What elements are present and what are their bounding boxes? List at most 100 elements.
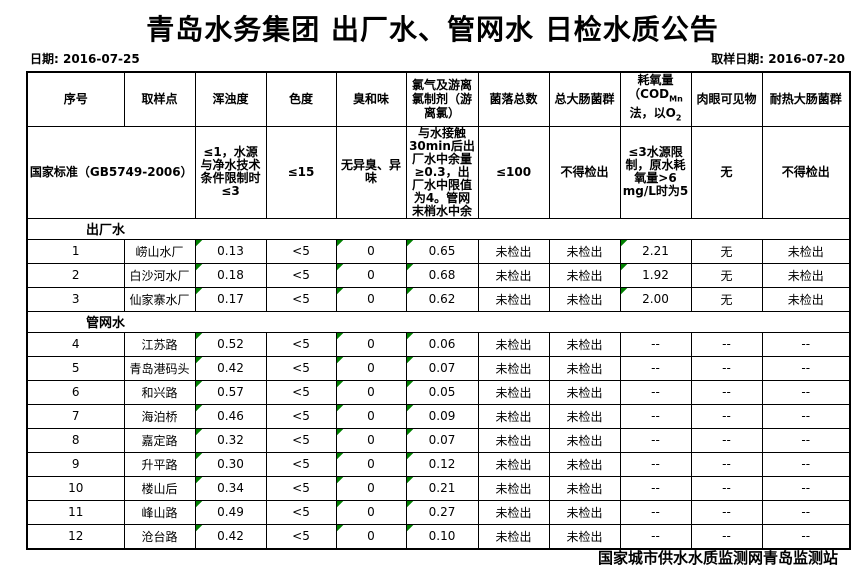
cell-index: 8 [26, 427, 125, 453]
cell-visible: -- [690, 451, 763, 477]
cell-site: 峰山路 [123, 499, 196, 525]
cell-odor: 0 [335, 331, 407, 357]
cell-site: 和兴路 [123, 379, 196, 405]
cell-site: 崂山水厂 [123, 238, 196, 264]
cell-colony: 未检出 [477, 451, 550, 477]
section-label: 管网水 [26, 310, 851, 333]
sampling-date: 取样日期: 2016-07-20 [711, 52, 845, 66]
cell-chroma: <5 [265, 523, 337, 550]
cell-index: 6 [26, 379, 125, 405]
cell-visible: 无 [690, 286, 763, 312]
page-title: 青岛水务集团 出厂水、管网水 日检水质公告 [146, 13, 719, 46]
cell-odor: 0 [335, 499, 407, 525]
cell-cod: -- [619, 379, 692, 405]
cell-chroma: <5 [265, 286, 337, 312]
cell-cod: -- [619, 403, 692, 429]
cell-visible: -- [690, 331, 763, 357]
cell-visible: -- [690, 475, 763, 501]
monitoring-station-credit: 国家城市供水水质监测网青岛监测站 [597, 549, 838, 567]
table-row: 12 沧台路 0.42 <5 0 0.10 未检出 未检出 -- -- -- [26, 523, 851, 550]
standard-label: 国家标准（GB5749-2006） [26, 125, 196, 219]
cell-chroma: <5 [265, 451, 337, 477]
cell-index: 3 [26, 286, 125, 312]
cell-index: 12 [26, 523, 125, 550]
standard-cod: ≤3水源限 制，原水耗 氧量>6 mg/L时为5 [619, 125, 692, 219]
cell-chroma: <5 [265, 331, 337, 357]
cell-coliform: 未检出 [548, 331, 621, 357]
cell-odor: 0 [335, 427, 407, 453]
cell-chroma: <5 [265, 403, 337, 429]
cell-chlorine: 0.06 [405, 331, 479, 357]
cell-turbidity: 0.13 [194, 238, 267, 264]
cell-site: 楼山后 [123, 475, 196, 501]
cell-odor: 0 [335, 451, 407, 477]
cell-colony: 未检出 [477, 286, 550, 312]
cell-turbidity: 0.42 [194, 523, 267, 550]
col-header-heat-coliform: 耐热大肠菌群 [761, 71, 851, 127]
cell-heat-coliform: 未检出 [761, 286, 851, 312]
cell-site: 白沙河水厂 [123, 262, 196, 288]
col-header-site: 取样点 [123, 71, 196, 127]
cell-coliform: 未检出 [548, 286, 621, 312]
cell-heat-coliform: -- [761, 475, 851, 501]
cell-turbidity: 0.57 [194, 379, 267, 405]
cell-site: 青岛港码头 [123, 355, 196, 381]
cell-heat-coliform: -- [761, 427, 851, 453]
cell-cod: 2.21 [619, 238, 692, 264]
cell-chroma: <5 [265, 499, 337, 525]
national-standard-row: 国家标准（GB5749-2006） ≤1，水源 与净水技术 条件限制时 ≤3 ≤… [26, 125, 851, 219]
cell-coliform: 未检出 [548, 379, 621, 405]
cell-colony: 未检出 [477, 355, 550, 381]
cell-visible: -- [690, 379, 763, 405]
cell-heat-coliform: 未检出 [761, 238, 851, 264]
cell-visible: 无 [690, 238, 763, 264]
header-row: 序号 取样点 浑浊度 色度 臭和味 氯气及游离 氯制剂（游 离氯） 菌落总数 总… [26, 71, 851, 127]
water-quality-table: 序号 取样点 浑浊度 色度 臭和味 氯气及游离 氯制剂（游 离氯） 菌落总数 总… [26, 71, 851, 550]
cell-colony: 未检出 [477, 523, 550, 550]
table-row: 6 和兴路 0.57 <5 0 0.05 未检出 未检出 -- -- -- [26, 379, 851, 405]
cell-index: 5 [26, 355, 125, 381]
col-header-turbidity: 浑浊度 [194, 71, 267, 127]
cell-site: 嘉定路 [123, 427, 196, 453]
cell-chroma: <5 [265, 427, 337, 453]
cell-site: 仙家寨水厂 [123, 286, 196, 312]
standard-chroma: ≤15 [265, 125, 337, 219]
section-row: 管网水 [26, 310, 851, 333]
cell-coliform: 未检出 [548, 262, 621, 288]
cell-chlorine: 0.07 [405, 427, 479, 453]
cell-chlorine: 0.09 [405, 403, 479, 429]
cell-chlorine: 0.10 [405, 523, 479, 550]
cell-turbidity: 0.42 [194, 355, 267, 381]
cell-chroma: <5 [265, 379, 337, 405]
cell-turbidity: 0.52 [194, 331, 267, 357]
cell-colony: 未检出 [477, 499, 550, 525]
col-header-colony: 菌落总数 [477, 71, 550, 127]
cell-chlorine: 0.21 [405, 475, 479, 501]
cell-colony: 未检出 [477, 238, 550, 264]
cell-cod: -- [619, 355, 692, 381]
table-row: 3 仙家寨水厂 0.17 <5 0 0.62 未检出 未检出 2.00 无 未检… [26, 286, 851, 312]
section-label: 出厂水 [26, 217, 851, 240]
cell-index: 2 [26, 262, 125, 288]
cell-coliform: 未检出 [548, 238, 621, 264]
cell-turbidity: 0.18 [194, 262, 267, 288]
cell-heat-coliform: -- [761, 499, 851, 525]
cell-visible: -- [690, 499, 763, 525]
cell-heat-coliform: -- [761, 331, 851, 357]
cell-turbidity: 0.49 [194, 499, 267, 525]
cell-coliform: 未检出 [548, 427, 621, 453]
cell-visible: -- [690, 403, 763, 429]
cell-odor: 0 [335, 403, 407, 429]
cell-index: 4 [26, 331, 125, 357]
cell-cod: -- [619, 331, 692, 357]
cell-colony: 未检出 [477, 379, 550, 405]
table-row: 9 升平路 0.30 <5 0 0.12 未检出 未检出 -- -- -- [26, 451, 851, 477]
cell-colony: 未检出 [477, 475, 550, 501]
table-row: 7 海泊桥 0.46 <5 0 0.09 未检出 未检出 -- -- -- [26, 403, 851, 429]
cell-index: 9 [26, 451, 125, 477]
cell-heat-coliform: 未检出 [761, 262, 851, 288]
cell-visible: 无 [690, 262, 763, 288]
cell-chlorine: 0.07 [405, 355, 479, 381]
col-header-chlorine: 氯气及游离 氯制剂（游 离氯） [405, 71, 479, 127]
standard-visible: 无 [690, 125, 763, 219]
